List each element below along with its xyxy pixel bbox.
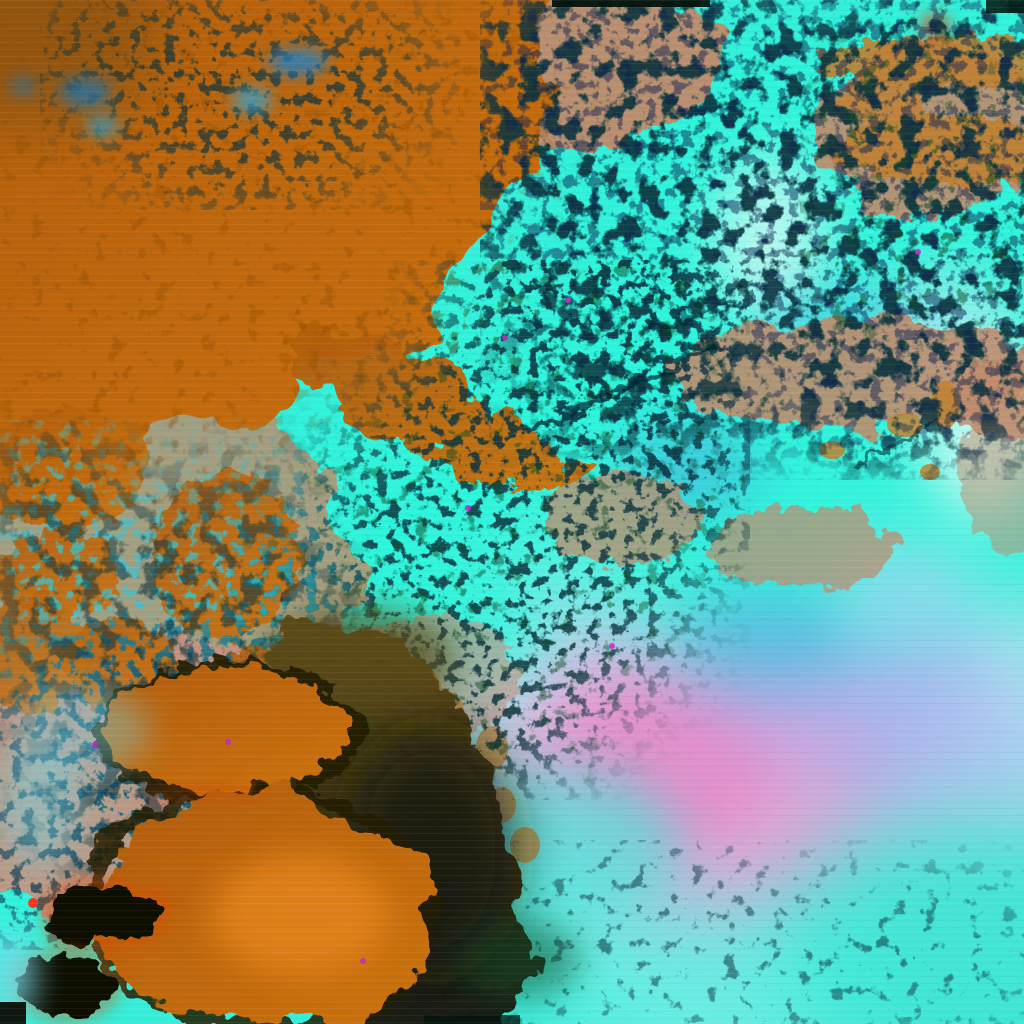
bottom-left-terrain: [0, 661, 437, 1024]
blue-spot: [232, 89, 272, 111]
blue-spot: [86, 116, 118, 136]
salmon-patch: [707, 506, 897, 590]
magenta-dot: [915, 249, 921, 255]
blue-spot: [268, 49, 328, 75]
orange-island-bright-core: [212, 855, 388, 975]
magenta-dot: [565, 297, 571, 303]
dark-streaks: [528, 287, 940, 473]
magenta-dot: [225, 739, 231, 745]
magenta-dot: [465, 505, 471, 511]
olive-smudge-corner: [0, 0, 165, 130]
green-tinge: [460, 920, 580, 1000]
top-edge-sliver: [552, 0, 710, 7]
dark-streak: [853, 415, 940, 473]
light-blue-patch: [0, 745, 80, 865]
magenta-dot: [502, 335, 508, 341]
black-corner-strip: [0, 1002, 26, 1024]
edge-artifacts: [424, 0, 1024, 1024]
red-rim-accent: [141, 787, 259, 803]
dark-streak: [651, 287, 753, 335]
speckle-field-green: [800, 20, 1024, 380]
magenta-dot: [360, 958, 366, 964]
magenta-noise-dots: [92, 249, 921, 964]
black-lake-1: [49, 884, 164, 944]
bottom-edge-sliver: [424, 1015, 520, 1024]
dark-streak: [528, 336, 720, 436]
magenta-dot: [92, 742, 98, 748]
black-lake-2: [18, 955, 115, 1015]
magenta-dot: [609, 643, 615, 649]
orange-island-upper: [102, 667, 348, 791]
light-blue-edge: [0, 930, 34, 1020]
top-corner-sliver: [986, 0, 1024, 13]
red-spot: [28, 898, 38, 908]
